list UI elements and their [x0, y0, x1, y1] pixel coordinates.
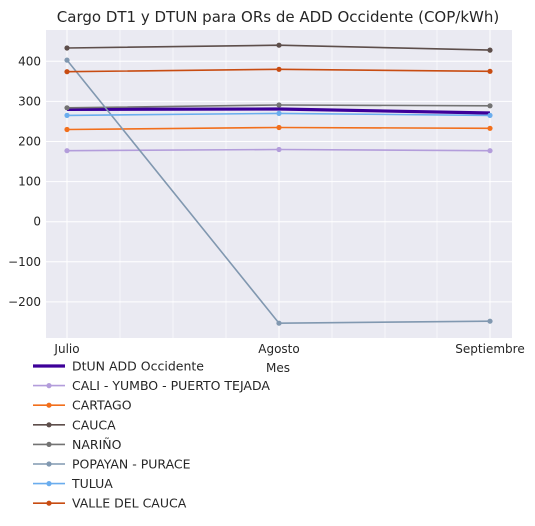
- y-tick-label: 0: [33, 215, 41, 229]
- series-7: [64, 66, 493, 75]
- legend-item: DtUN ADD Occidente: [33, 359, 204, 374]
- legend-item: TULUA: [33, 476, 113, 491]
- data-point: [64, 126, 70, 133]
- data-point: [487, 318, 493, 324]
- y-tick-label: −200: [8, 295, 41, 309]
- legend-label: CAUCA: [72, 417, 116, 432]
- legend-label: NARIÑO: [72, 437, 122, 452]
- data-point: [64, 57, 70, 63]
- legend-label: TULUA: [71, 476, 113, 491]
- legend-marker: [46, 441, 52, 447]
- x-tick-label: Julio: [53, 342, 79, 356]
- data-point: [64, 45, 70, 51]
- data-point: [64, 148, 70, 154]
- legend-label: VALLE DEL CAUCA: [72, 496, 187, 511]
- legend-label: CALI - YUMBO - PUERTO TEJADA: [72, 378, 270, 393]
- y-tick-label: 100: [18, 175, 41, 189]
- grid: [46, 30, 512, 338]
- series-group: [64, 42, 493, 326]
- data-point: [276, 124, 282, 131]
- series-5: [64, 57, 493, 326]
- y-axis: −200 −100 0 100 200 300 400: [8, 54, 41, 309]
- legend-label: CARTAGO: [72, 398, 132, 413]
- data-point: [487, 125, 493, 131]
- legend-item: CALI - YUMBO - PUERTO TEJADA: [33, 378, 270, 393]
- legend-marker: [46, 402, 52, 408]
- x-axis-label: Mes: [266, 361, 290, 375]
- data-point: [487, 148, 493, 154]
- series-0: [66, 107, 491, 115]
- data-point: [276, 110, 282, 116]
- y-tick-label: 400: [18, 54, 41, 68]
- series-3: [64, 42, 493, 53]
- x-tick-label: Agosto: [258, 342, 299, 356]
- legend-item: NARIÑO: [33, 437, 122, 452]
- data-point: [64, 105, 70, 111]
- series-4: [64, 102, 493, 111]
- legend-item: CAUCA: [33, 417, 116, 432]
- legend-item: CARTAGO: [33, 398, 132, 413]
- series-6: [64, 110, 493, 118]
- y-tick-label: 200: [18, 134, 41, 148]
- data-point: [276, 320, 282, 326]
- legend-marker: [46, 422, 52, 428]
- legend-marker: [46, 500, 52, 506]
- data-point: [487, 47, 493, 53]
- legend-marker: [46, 481, 52, 487]
- legend-marker: [46, 383, 52, 389]
- data-point: [487, 68, 493, 74]
- data-point: [64, 69, 70, 75]
- series-1: [64, 146, 493, 154]
- x-axis: Julio Agosto Septiembre: [53, 342, 524, 356]
- legend-marker: [46, 461, 52, 467]
- series-2: [64, 124, 493, 133]
- legend-label: POPAYAN - PURACE: [72, 457, 191, 472]
- legend-item: VALLE DEL CAUCA: [33, 496, 187, 511]
- series-line: [66, 107, 491, 115]
- data-point: [276, 146, 282, 153]
- legend-item: POPAYAN - PURACE: [33, 457, 191, 472]
- data-point: [487, 103, 493, 109]
- data-point: [487, 112, 493, 118]
- data-point: [276, 66, 282, 72]
- chart-title: Cargo DT1 y DTUN para ORs de ADD Occiden…: [57, 8, 499, 26]
- legend: DtUN ADD Occidente CALI - YUMBO - PUERTO …: [33, 359, 270, 511]
- data-point: [276, 102, 282, 108]
- legend-label: DtUN ADD Occidente: [72, 359, 204, 374]
- data-point: [64, 112, 70, 118]
- x-tick-label: Septiembre: [455, 342, 524, 356]
- y-tick-label: 300: [18, 94, 41, 108]
- data-point: [276, 42, 282, 48]
- y-tick-label: −100: [8, 255, 41, 269]
